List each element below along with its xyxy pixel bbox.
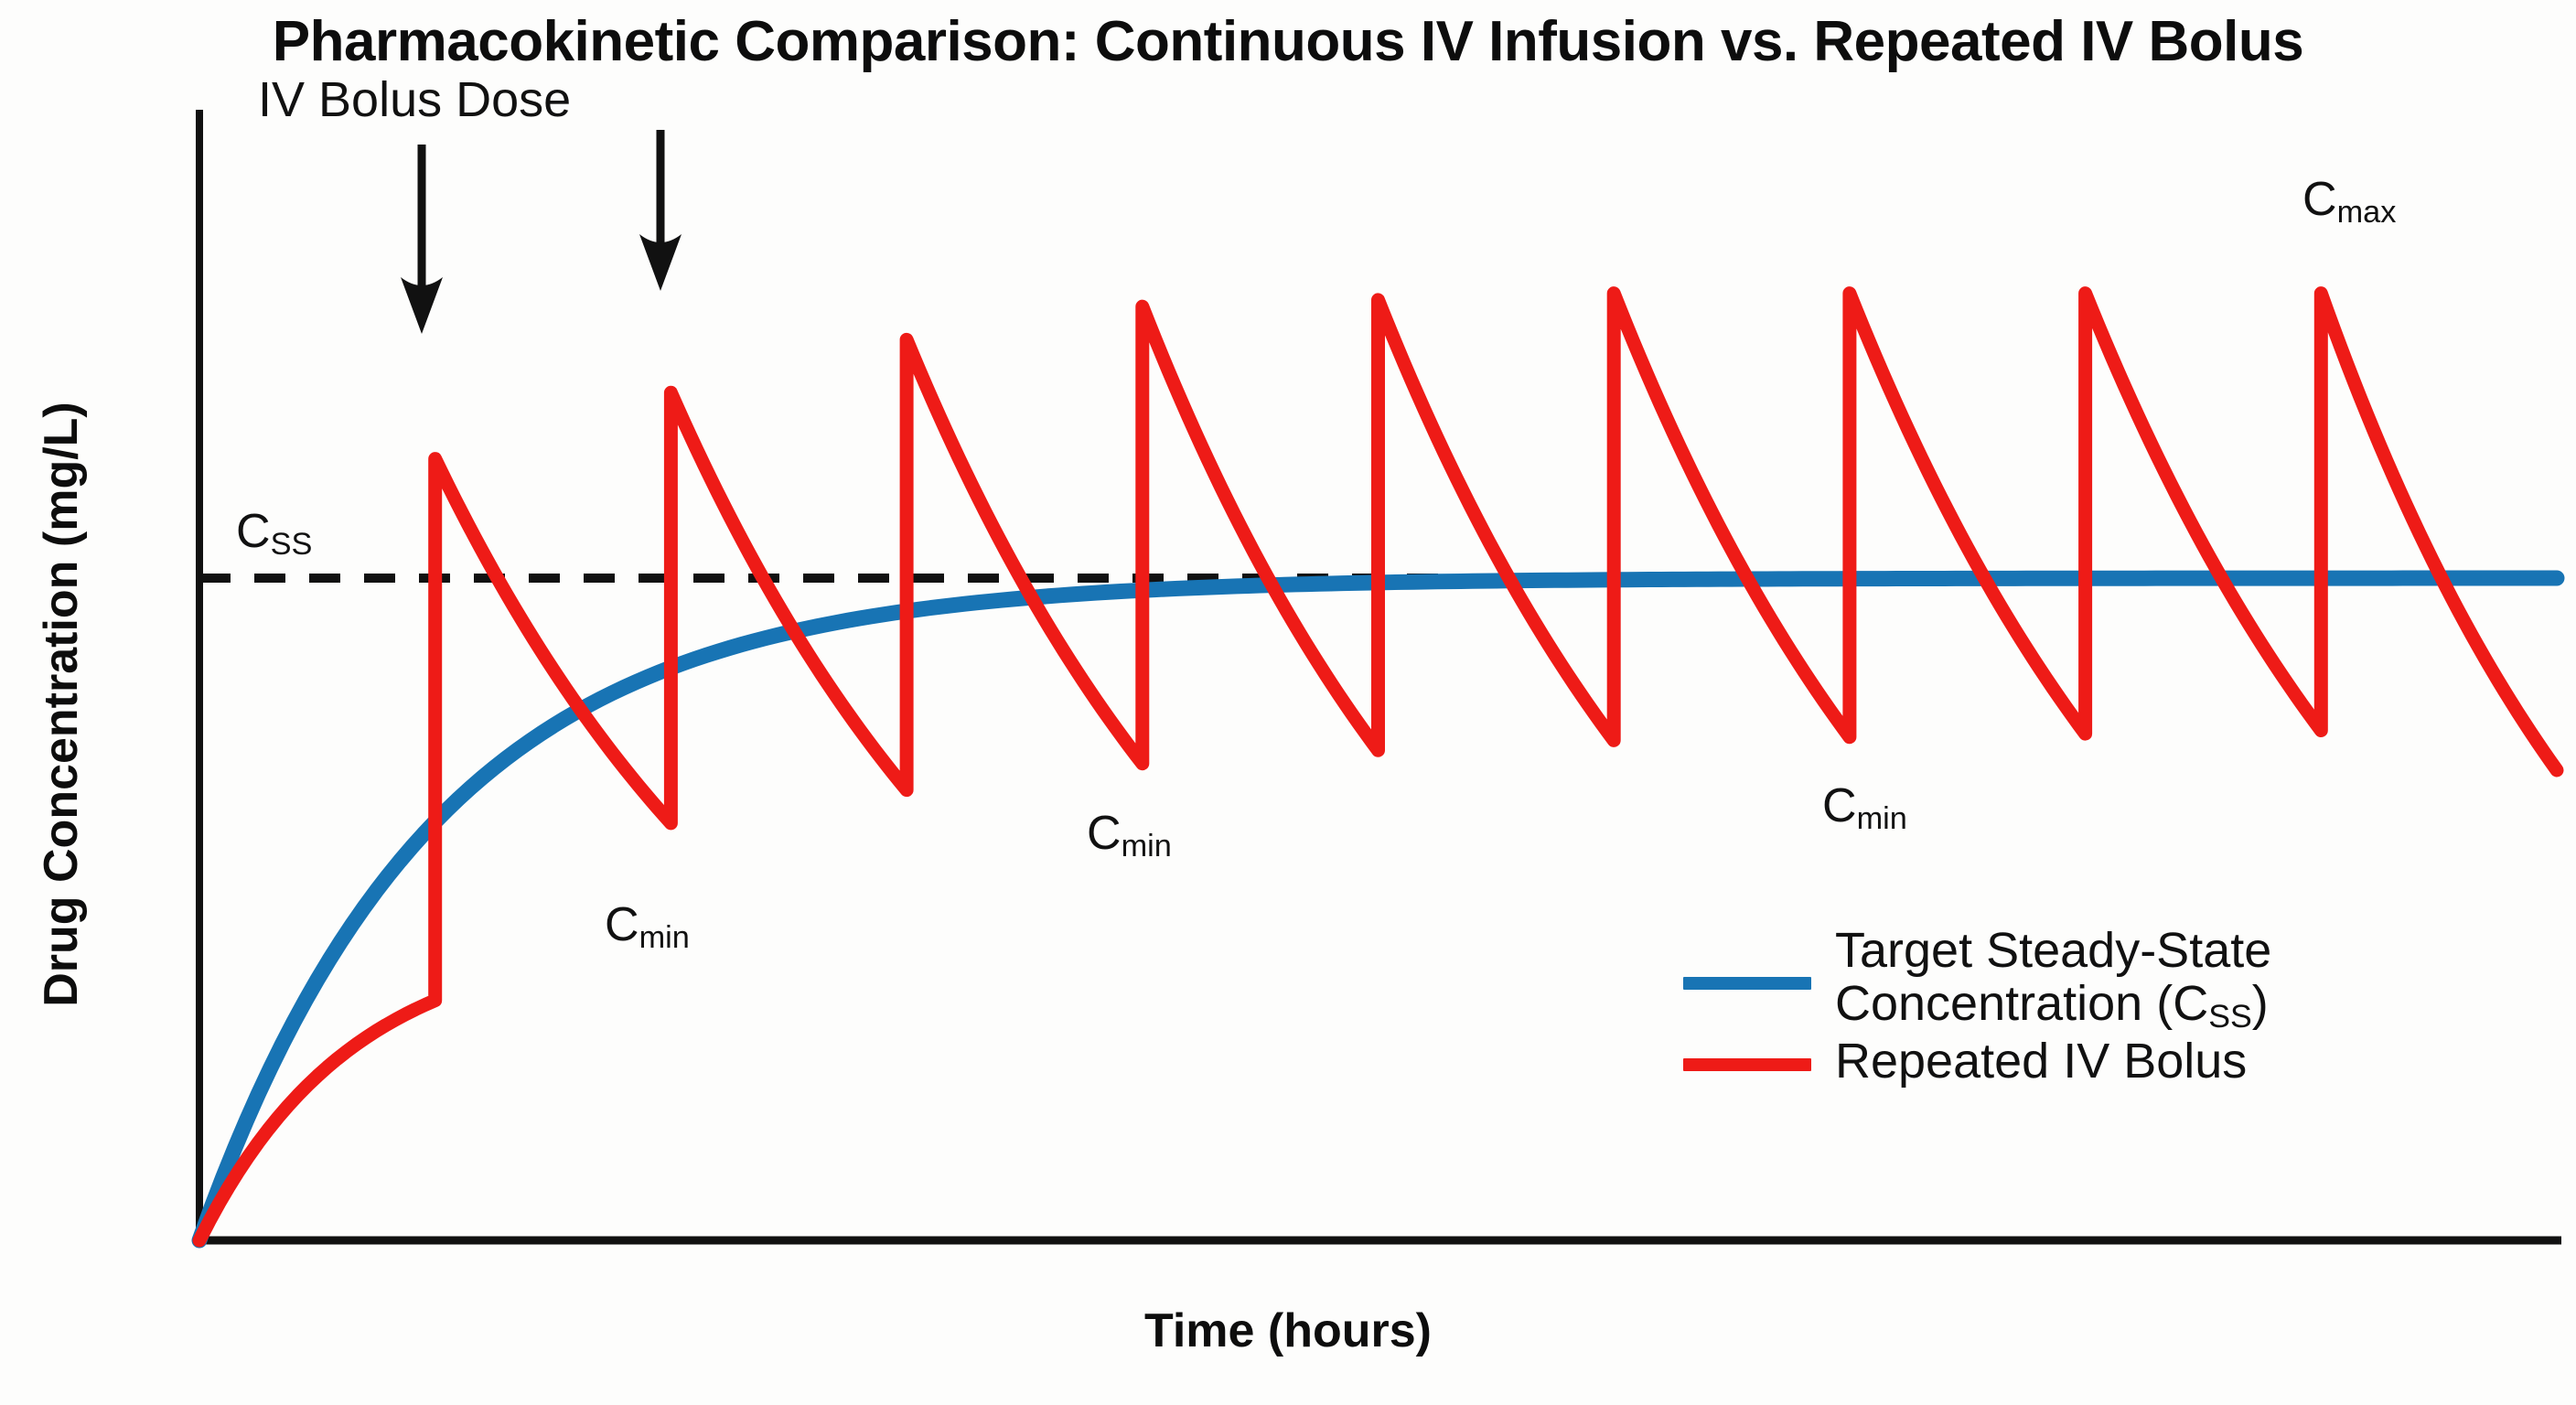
legend-label-infusion: Target Steady-State Concentration (CSS) [1835,923,2272,1035]
annotation-base: C [1087,807,1122,860]
legend-item-bolus: Repeated IV Bolus [1683,1033,2470,1089]
annotation-cmin-2: Cmin [1087,807,1172,862]
annotation-iv-bolus-dose: IV Bolus Dose [258,72,572,127]
annotation-cmin-3: Cmin [1822,779,1907,834]
annotation-base: C [605,898,639,951]
annotation-subscript: max [2336,194,2397,230]
legend-item-infusion: Target Steady-State Concentration (CSS) [1683,923,2470,1035]
legend-label-infusion-line1: Target Steady-State [1835,923,2272,978]
legend-swatch-infusion [1683,977,1811,990]
x-axis-label: Time (hours) [1144,1304,1432,1357]
annotation-base: C [2302,173,2337,226]
annotation-base: C [236,505,271,558]
legend-label-bolus: Repeated IV Bolus [1835,1033,2248,1089]
annotation-css: CSS [236,505,312,560]
arrow-head [401,277,443,334]
repeated-bolus-curve [192,286,2564,1248]
chart-legend: Target Steady-State Concentration (CSS) … [1683,924,2470,1091]
annotation-subscript: SS [270,526,313,562]
annotation-subscript: min [639,919,690,955]
bolus-arrow-2-icon [639,130,682,291]
legend-label-bolus-line1: Repeated IV Bolus [1835,1033,2248,1089]
annotation-subscript: min [1121,828,1172,863]
annotation-subscript: min [1856,800,1907,836]
legend-swatch-bolus [1683,1057,1811,1071]
annotation-base: C [1822,779,1857,832]
arrow-head [639,234,682,291]
annotation-cmin-1: Cmin [605,898,690,953]
chart-title: Pharmacokinetic Comparison: Continuous I… [272,10,2304,73]
bolus-arrow-1-icon [401,145,443,334]
annotation-cmax: Cmax [2302,173,2396,228]
bolus-dose-arrows [401,130,682,334]
legend-label-infusion-line2: Concentration (CSS) [1835,976,2269,1035]
